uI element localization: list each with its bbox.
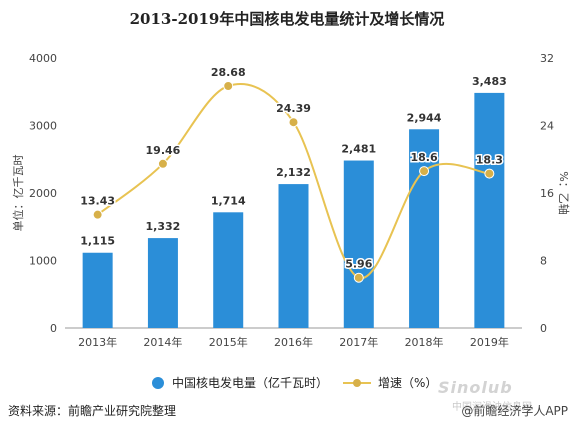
growth-rate-point xyxy=(484,168,495,179)
y-left-tick-label: 2000 xyxy=(29,187,57,200)
bar xyxy=(474,92,505,329)
growth-rate-label: 19.46 xyxy=(146,144,181,157)
legend-bar-marker xyxy=(152,376,164,389)
y-right-tick-label: 16 xyxy=(540,187,554,200)
y-left-tick-label: 4000 xyxy=(29,52,57,65)
y-right-axis-title: %：乙轴 xyxy=(557,171,571,214)
growth-rate-point xyxy=(353,272,364,283)
bar-value-label: 1,714 xyxy=(211,194,246,207)
y-left-tick-label: 0 xyxy=(50,322,57,335)
bar-value-label: 2,132 xyxy=(276,166,311,179)
growth-rate-label: 28.68 xyxy=(211,66,246,79)
watermark-text: @前瞻经济学人APP xyxy=(461,404,568,418)
y-right-tick-label: 0 xyxy=(540,322,547,335)
y-left-tick-label: 3000 xyxy=(29,120,57,133)
source-note: 资料来源：前瞻产业研究院整理 xyxy=(8,404,177,418)
legend-item-line: 增速（%） xyxy=(342,374,437,391)
x-tick-label: 2017年 xyxy=(339,335,378,349)
y-right-tick-label: 8 xyxy=(540,255,547,268)
x-tick-label: 2014年 xyxy=(143,335,182,349)
growth-rate-point xyxy=(223,81,234,92)
growth-rate-label: 5.96 xyxy=(345,258,372,271)
x-tick-label: 2013年 xyxy=(78,335,117,349)
bar xyxy=(213,212,244,328)
growth-rate-label: 13.43 xyxy=(80,195,115,208)
y-left-tick-label: 1000 xyxy=(29,255,57,268)
bar-value-label: 2,944 xyxy=(407,111,442,124)
bar xyxy=(147,238,178,328)
y-left-axis-title: 单位：亿千瓦时 xyxy=(11,155,25,232)
legend-line-marker xyxy=(343,378,371,387)
bar xyxy=(278,184,309,328)
legend-line-label: 增速（%） xyxy=(378,376,438,390)
bar-value-label: 3,483 xyxy=(472,75,507,88)
watermark-logo: Sinolub xyxy=(438,378,513,397)
y-right-tick-label: 24 xyxy=(540,120,554,133)
growth-rate-point xyxy=(157,158,168,169)
growth-rate-label: 18.3 xyxy=(476,154,503,167)
growth-rate-label: 24.39 xyxy=(276,102,311,115)
x-tick-label: 2019年 xyxy=(470,335,509,349)
bar-value-label: 1,332 xyxy=(146,220,181,233)
bar-value-label: 1,115 xyxy=(80,235,115,248)
watermark-logo-subtitle: 中国润滑油信息网 xyxy=(452,402,532,413)
y-right-tick-label: 32 xyxy=(540,52,554,65)
growth-rate-point xyxy=(419,166,430,177)
chart-title: 2013-2019年中国核电发电量统计及增长情况 xyxy=(129,10,445,28)
growth-rate-point xyxy=(288,117,299,128)
bar xyxy=(82,252,113,328)
legend-bar-label: 中国核电发电量（亿千瓦时） xyxy=(172,376,329,390)
growth-rate-label: 18.6 xyxy=(411,151,438,164)
x-tick-label: 2016年 xyxy=(274,335,313,349)
x-tick-label: 2015年 xyxy=(209,335,248,349)
bar-value-label: 2,481 xyxy=(341,143,376,156)
legend-item-bar: 中国核电发电量（亿千瓦时） xyxy=(150,374,328,391)
growth-rate-point xyxy=(92,209,103,220)
bar xyxy=(343,160,374,328)
bar xyxy=(409,129,440,328)
x-tick-label: 2018年 xyxy=(405,335,444,349)
